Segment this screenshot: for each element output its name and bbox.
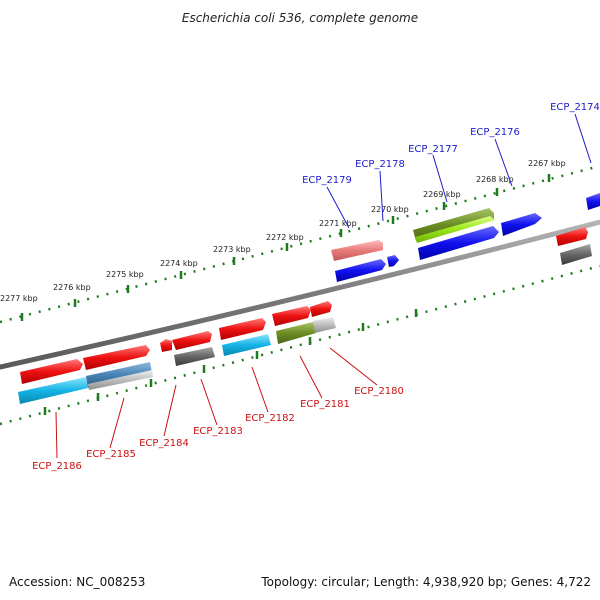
gene-label-ecp2176[interactable]: ECP_2176 bbox=[470, 127, 520, 138]
gene-label-ecp2183[interactable]: ECP_2183 bbox=[193, 426, 243, 437]
accession-text: Accession: NC_008253 bbox=[9, 575, 145, 589]
gene-feature-ecp2176[interactable] bbox=[501, 213, 542, 236]
scale-label-2270: 2270 kbp bbox=[371, 205, 409, 214]
scale-label-2267: 2267 kbp bbox=[528, 159, 566, 168]
gene-feature-ecp2180[interactable] bbox=[313, 317, 336, 333]
gene-label-ecp2182[interactable]: ECP_2182 bbox=[245, 413, 295, 424]
gene-label-ecp2184[interactable]: ECP_2184 bbox=[139, 438, 189, 449]
bottom-gene-labels: ECP_2186 ECP_2185 ECP_2184 ECP_2183 ECP_… bbox=[32, 386, 404, 472]
gene-label-ecp2179[interactable]: ECP_2179 bbox=[302, 175, 352, 186]
gene-label-ecp2174[interactable]: ECP_2174 bbox=[550, 102, 600, 113]
gene-feature-ecp2185-bottom[interactable] bbox=[88, 370, 153, 390]
gene-feature-ecp2182[interactable] bbox=[222, 334, 271, 356]
gene-label-ecp2177[interactable]: ECP_2177 bbox=[408, 144, 458, 155]
gene-feature-ecp2178[interactable] bbox=[387, 255, 399, 267]
scale-label-2268: 2268 kbp bbox=[476, 175, 514, 184]
inner-scale-track bbox=[0, 264, 600, 426]
top-leader-lines bbox=[326, 113, 592, 229]
gene-feature-ecp2181[interactable] bbox=[276, 322, 316, 344]
scale-label-2274: 2274 kbp bbox=[160, 259, 198, 268]
gene-feature-red-4[interactable] bbox=[172, 331, 212, 350]
gene-feature-ecp2179[interactable] bbox=[335, 259, 386, 282]
gene-label-ecp2180[interactable]: ECP_2180 bbox=[354, 386, 404, 397]
gene-feature-red-right[interactable] bbox=[556, 227, 588, 246]
gene-feature-red-5[interactable] bbox=[219, 318, 266, 340]
scale-label-2273: 2273 kbp bbox=[213, 245, 251, 254]
scale-label-2272: 2272 kbp bbox=[266, 233, 304, 242]
bottom-leader-lines bbox=[55, 347, 378, 459]
scale-label-2275: 2275 kbp bbox=[106, 270, 144, 279]
genome-backbone bbox=[0, 219, 600, 370]
gene-feature-pink[interactable] bbox=[331, 240, 383, 261]
map-title: Escherichia coli 536, complete genome bbox=[182, 11, 418, 25]
gene-feature-blue-long[interactable] bbox=[418, 226, 499, 260]
gene-feature-red-2[interactable] bbox=[83, 345, 150, 370]
gene-label-ecp2185[interactable]: ECP_2185 bbox=[86, 449, 136, 460]
gene-feature-gray-right[interactable] bbox=[560, 244, 592, 265]
gene-feature-ecp2177-lime[interactable] bbox=[415, 216, 495, 243]
gene-feature-ecp2183[interactable] bbox=[174, 347, 215, 366]
forward-strand-features bbox=[331, 193, 600, 282]
gene-feature-red-6[interactable] bbox=[272, 306, 311, 326]
scale-label-2269: 2269 kbp bbox=[423, 190, 461, 199]
gene-feature-ecp2186[interactable] bbox=[18, 377, 88, 404]
inner-major-ticks bbox=[43, 309, 418, 415]
gene-label-ecp2186[interactable]: ECP_2186 bbox=[32, 461, 82, 472]
gene-feature-red-1[interactable] bbox=[20, 359, 83, 384]
outer-major-ticks bbox=[20, 174, 551, 321]
scale-label-2276: 2276 kbp bbox=[53, 283, 91, 292]
scale-label-2277: 2277 kbp bbox=[0, 294, 38, 303]
reverse-strand-features bbox=[18, 301, 336, 404]
scale-label-2271: 2271 kbp bbox=[319, 219, 357, 228]
gene-feature-ecp2174[interactable] bbox=[586, 193, 600, 210]
top-gene-labels: ECP_2179 ECP_2178 ECP_2177 ECP_2176 ECP_… bbox=[302, 102, 600, 186]
topology-text: Topology: circular; Length: 4,938,920 bp… bbox=[260, 575, 591, 589]
gene-label-ecp2181[interactable]: ECP_2181 bbox=[300, 399, 350, 410]
scale-labels: 2277 kbp 2276 kbp 2275 kbp 2274 kbp 2273… bbox=[0, 159, 566, 303]
gene-label-ecp2178[interactable]: ECP_2178 bbox=[355, 159, 405, 170]
gene-feature-red-7[interactable] bbox=[310, 301, 332, 317]
gene-feature-red-3[interactable] bbox=[160, 339, 172, 352]
